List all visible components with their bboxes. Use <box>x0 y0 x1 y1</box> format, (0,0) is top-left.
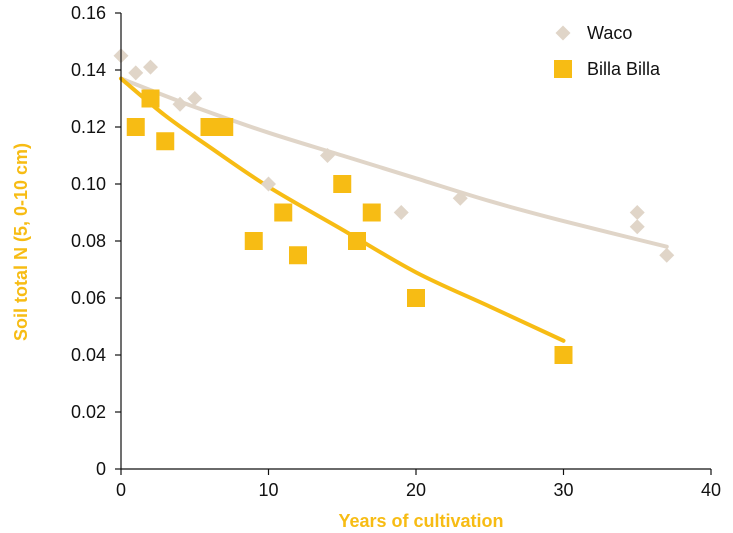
waco-point <box>128 65 144 81</box>
y-tick-label: 0.10 <box>71 174 106 194</box>
legend-marker-waco <box>555 25 571 41</box>
y-tick-label: 0.16 <box>71 3 106 23</box>
waco-trend-line <box>119 76 669 249</box>
x-axis-title: Years of cultivation <box>338 511 503 531</box>
legend-label-billa-billa: Billa Billa <box>587 59 661 79</box>
billa-billa-point <box>141 89 160 108</box>
waco-point <box>659 247 675 263</box>
billa-billa-point <box>348 232 366 250</box>
waco-point <box>629 219 645 235</box>
y-tick-label: 0.08 <box>71 231 106 251</box>
x-tick-label: 20 <box>406 480 426 500</box>
billa-billa-point <box>274 203 293 222</box>
waco-point <box>452 190 468 206</box>
y-axis-title: Soil total N (5, 0-10 cm) <box>11 143 31 341</box>
billa-billa-point <box>200 118 219 136</box>
legend: Waco Billa Billa <box>554 23 661 79</box>
waco-point <box>320 148 335 163</box>
trend-lines <box>119 76 669 343</box>
billa-billa-point <box>554 346 573 364</box>
axes: 0 0.02 0.04 0.06 0.08 0.10 0.12 0.14 0.16 0 10 20 30… <box>71 3 721 500</box>
billa-billa-point <box>289 246 307 265</box>
y-tick-label: 0.06 <box>71 288 106 308</box>
billa-billa-point <box>215 118 234 136</box>
x-tick-label: 0 <box>116 480 126 500</box>
billa-billa-point <box>126 118 145 136</box>
data-points <box>113 48 675 364</box>
x-tick-label: 10 <box>258 480 278 500</box>
billa-billa-point <box>156 132 175 151</box>
x-tick-label: 40 <box>701 480 721 500</box>
waco-point <box>393 205 409 220</box>
y-tick-label: 0.12 <box>71 117 106 137</box>
y-tick-label: 0.04 <box>71 345 106 365</box>
y-tick-label: 0.02 <box>71 402 106 422</box>
billa-billa-point <box>244 232 263 250</box>
billa-billa-trend-line <box>119 76 566 343</box>
waco-point <box>172 96 188 112</box>
x-tick-label: 30 <box>553 480 573 500</box>
billa-billa-point <box>333 175 352 193</box>
waco-point <box>261 176 276 192</box>
y-tick-label: 0.14 <box>71 60 106 80</box>
y-tick-label: 0 <box>96 459 106 479</box>
billa-billa-point <box>362 203 381 222</box>
billa-billa-point <box>407 289 425 307</box>
waco-point <box>629 205 645 220</box>
waco-point <box>187 91 203 106</box>
legend-marker-billa-billa <box>554 60 572 78</box>
waco-point <box>143 59 158 75</box>
legend-label-waco: Waco <box>587 23 632 43</box>
